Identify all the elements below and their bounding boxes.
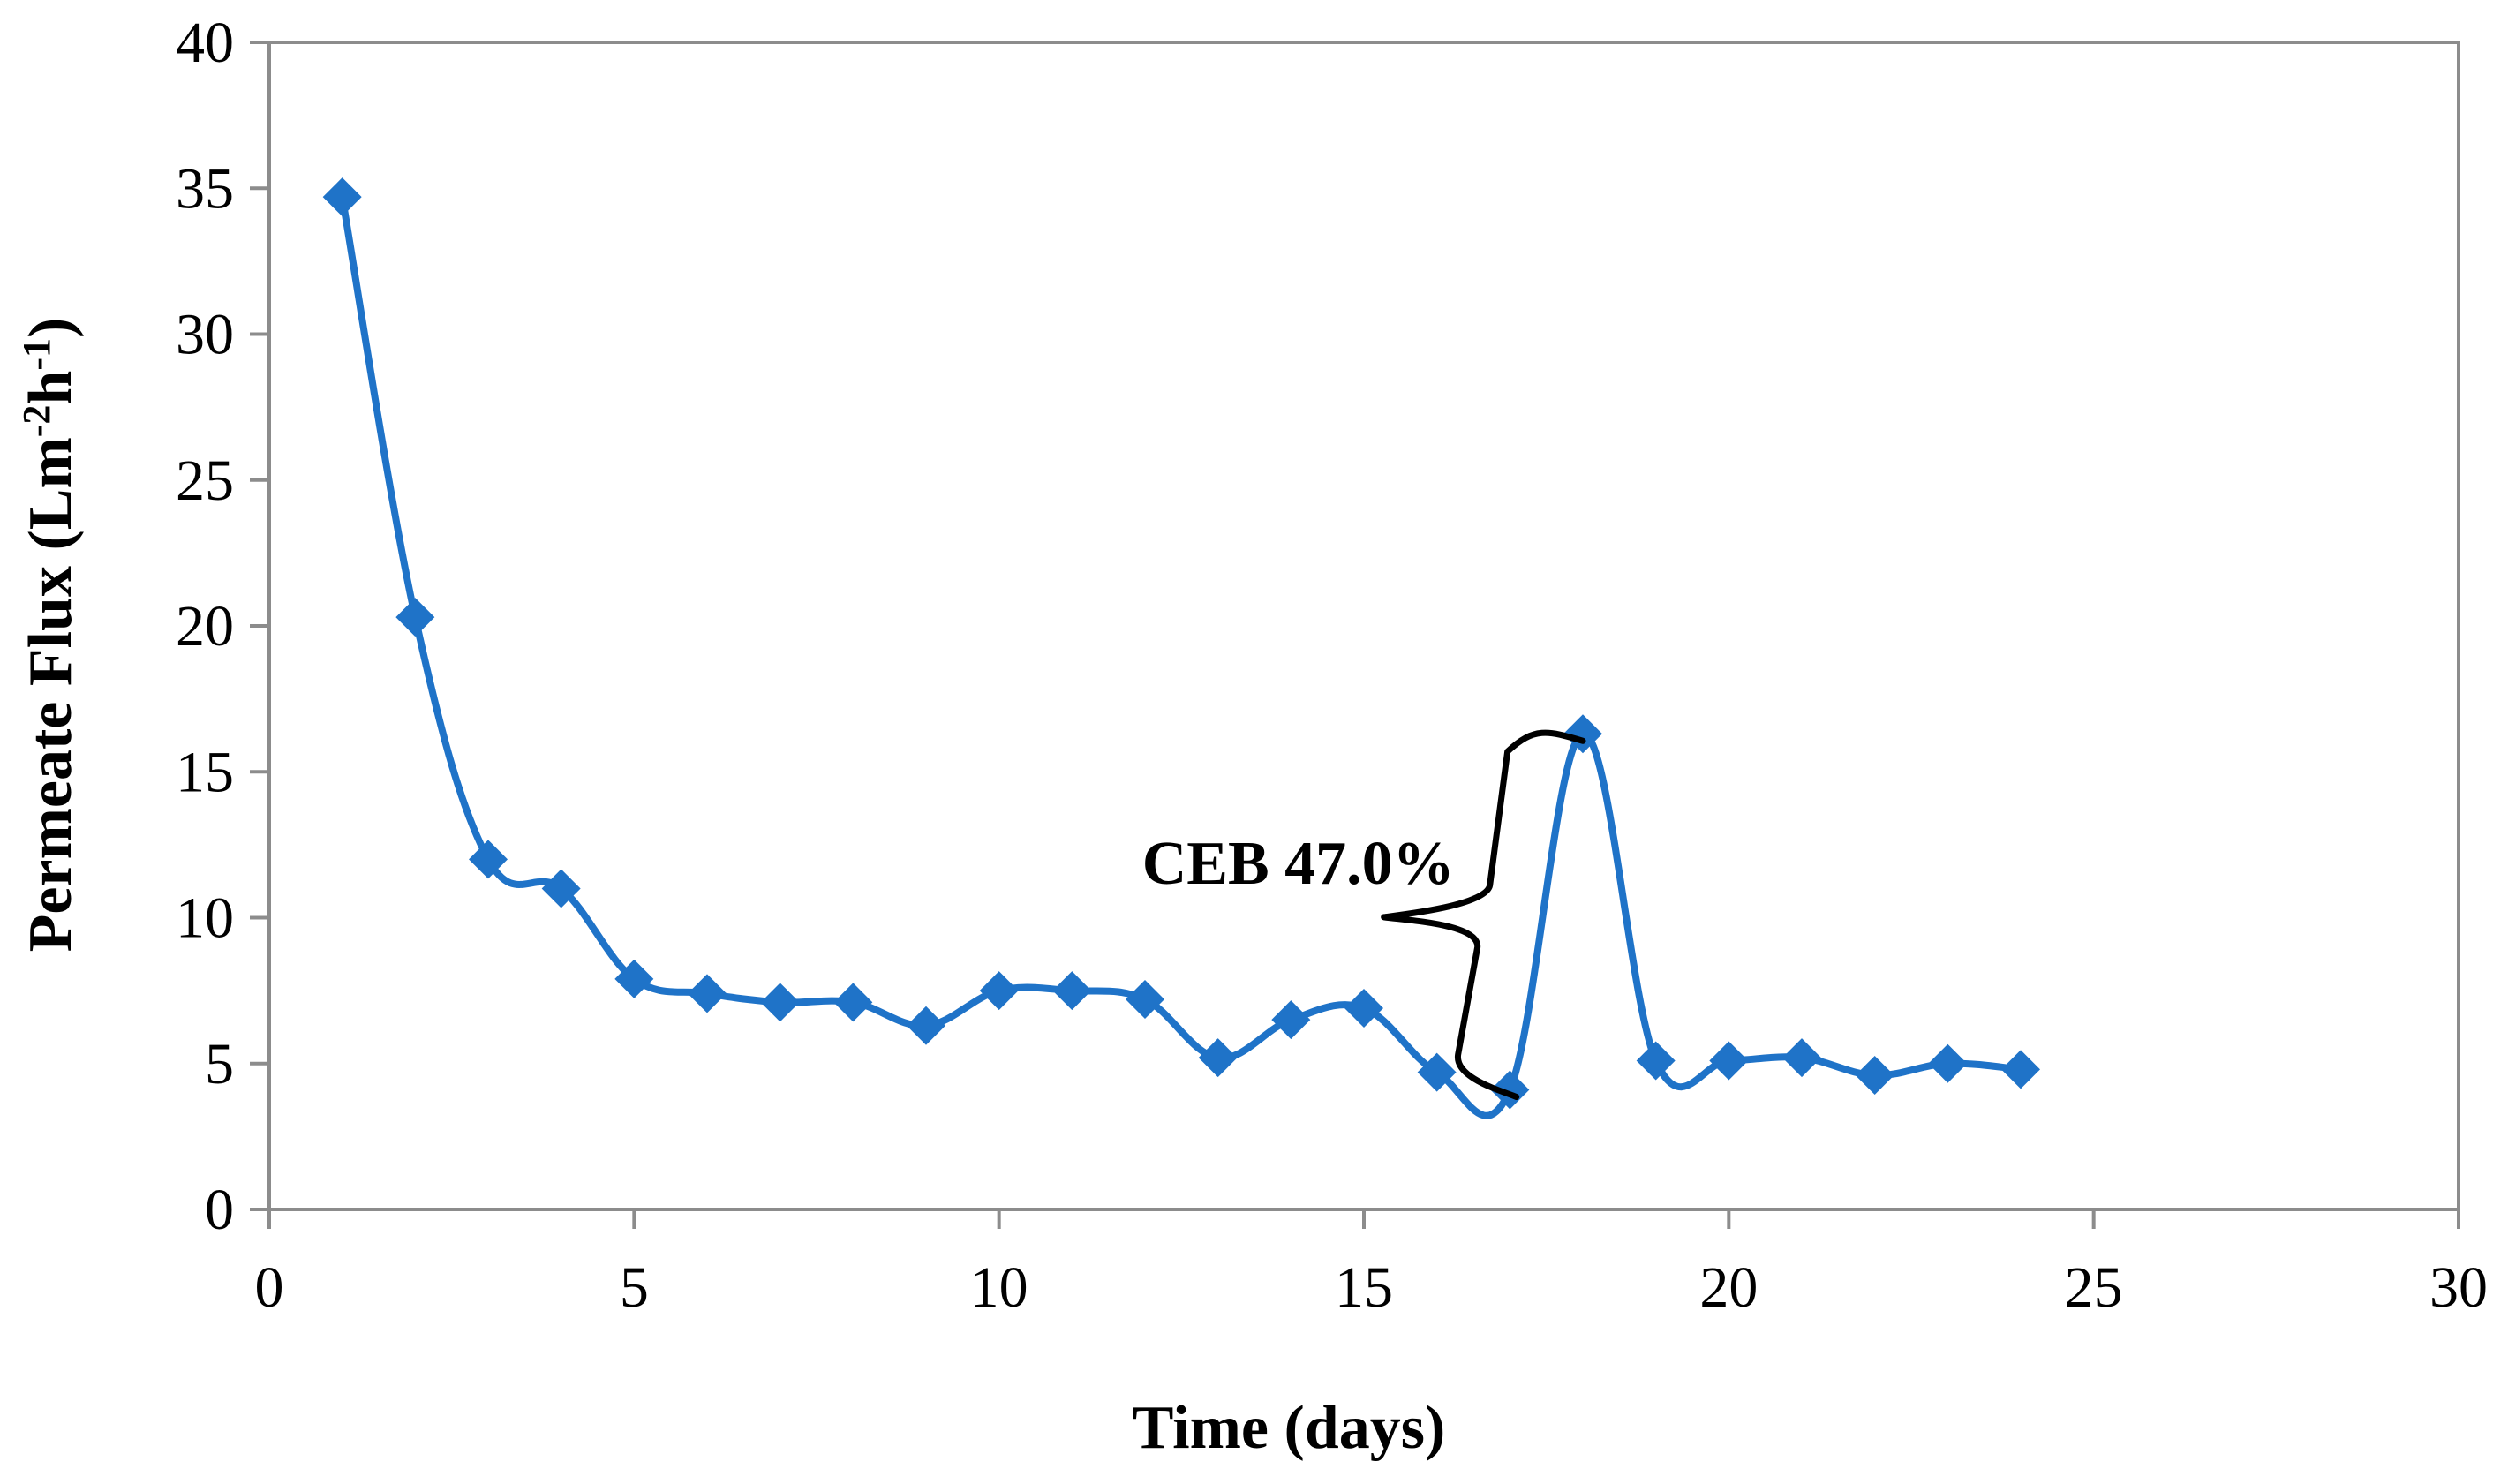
y-axis-title-main: Permeate Flux (Lm	[17, 437, 85, 952]
data-point-marker	[1782, 1038, 1821, 1078]
y-tick-label: 15	[176, 740, 234, 804]
data-point-marker	[614, 959, 654, 998]
series-markers	[322, 177, 2040, 1110]
data-point-marker	[1636, 1041, 1676, 1081]
x-axis-title: Time (days)	[1133, 1394, 1446, 1462]
data-point-marker	[1198, 1038, 1238, 1078]
x-tick-label: 10	[970, 1255, 1028, 1320]
y-axis-title-mid: h	[17, 371, 85, 405]
y-tick-label: 20	[176, 594, 234, 659]
data-point-marker	[469, 840, 508, 879]
x-tick-label: 15	[1335, 1255, 1393, 1320]
y-axis-title-sup1: -2	[15, 405, 58, 438]
y-axis-title-sup2: -1	[15, 338, 58, 371]
x-tick-label: 25	[2065, 1255, 2123, 1320]
data-point-marker	[2001, 1050, 2040, 1089]
data-point-marker	[688, 974, 727, 1013]
y-tick-label: 5	[205, 1032, 234, 1096]
data-point-marker	[541, 869, 581, 908]
data-point-marker	[322, 177, 362, 217]
data-point-marker	[1126, 980, 1164, 1020]
y-tick-label: 0	[205, 1178, 234, 1242]
data-point-marker	[1271, 1000, 1311, 1040]
x-tick-label: 5	[620, 1255, 649, 1320]
y-tick-label: 40	[176, 11, 234, 75]
y-tick-label: 30	[176, 303, 234, 367]
y-tick-label: 25	[176, 448, 234, 513]
data-point-marker	[1417, 1052, 1457, 1092]
y-axis-ticks: 0 5 10 15 20 25 30 35 40	[176, 11, 269, 1242]
data-point-marker	[833, 983, 873, 1022]
data-point-marker	[907, 1006, 945, 1045]
data-point-marker	[1052, 971, 1092, 1011]
x-tick-label: 0	[255, 1255, 284, 1320]
y-axis-title-end: )	[17, 318, 85, 338]
data-point-marker	[1490, 1070, 1530, 1110]
y-tick-label: 10	[176, 886, 234, 951]
x-tick-label: 20	[1699, 1255, 1758, 1320]
ceb-annotation-label: CEB 47.0%	[1142, 830, 1455, 898]
data-point-marker	[1855, 1055, 1894, 1095]
data-point-marker	[1563, 714, 1602, 754]
data-point-marker	[1928, 1043, 1968, 1083]
data-point-marker	[395, 598, 435, 637]
data-point-marker	[1344, 988, 1383, 1028]
data-point-marker	[760, 983, 800, 1022]
data-point-marker	[979, 971, 1019, 1011]
x-axis-ticks: 0 5 10 15 20 25 30	[255, 1209, 2488, 1320]
ceb-bracket	[1381, 729, 1586, 1100]
x-tick-label: 30	[2429, 1255, 2488, 1320]
data-point-marker	[1709, 1041, 1749, 1081]
y-axis-title: Permeate Flux (Lm-2h-1)	[15, 318, 86, 953]
y-tick-label: 35	[176, 156, 234, 221]
